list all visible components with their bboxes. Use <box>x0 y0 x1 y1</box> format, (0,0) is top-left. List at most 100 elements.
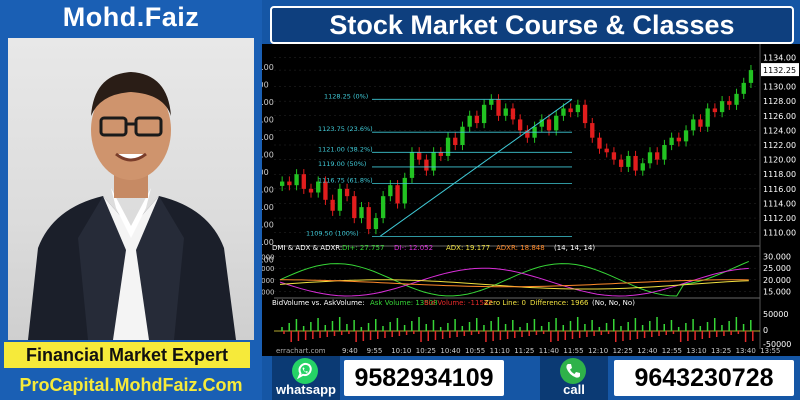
dmi-label: DMI & ADX & ADXR: <box>272 244 342 252</box>
candle-body <box>308 188 314 193</box>
candle-body <box>712 108 718 113</box>
presenter-name: Mohd.Faiz <box>62 2 200 32</box>
dmi-value: ADXR: 18.848 <box>496 244 545 252</box>
dmi-axis-label: 25.000 <box>763 264 791 273</box>
time-axis-label: 13:25 <box>711 347 731 355</box>
candle-body <box>352 196 357 219</box>
price-axis-label: 1134.00 <box>763 53 796 62</box>
course-title: Stock Market Course & Classes <box>329 10 735 40</box>
volume-value: Ask Volume: 13508 <box>370 299 438 307</box>
time-axis-label: 10:40 <box>440 347 460 355</box>
left-axis-label: 4.00 <box>262 221 274 230</box>
title-banner: Stock Market Course & Classes <box>270 6 794 44</box>
left-axis-label: 1.00 <box>262 256 274 265</box>
candle-body <box>590 123 595 138</box>
candle-body <box>402 177 407 204</box>
dmi-value: ADX: 19.177 <box>446 244 490 252</box>
candle-body <box>575 104 581 113</box>
candle-body <box>337 188 343 211</box>
whatsapp-number[interactable]: 9582934109 <box>344 360 504 396</box>
dmi-value: DI+: 27.757 <box>342 244 384 252</box>
candle-body <box>438 152 443 156</box>
candle-body <box>417 152 422 160</box>
time-axis-label: 13:40 <box>736 347 756 355</box>
candle-body <box>568 108 573 113</box>
dmi-series-line <box>280 279 749 288</box>
price-axis-label: 1114.00 <box>763 199 796 208</box>
candle-body <box>655 152 660 160</box>
candle-body <box>280 181 285 186</box>
fib-level-label: 1121.00 (38.2%) <box>318 145 373 153</box>
volume-label: BidVolume vs. AskVolume: <box>272 299 365 307</box>
price-axis-label: 1120.00 <box>763 156 796 165</box>
dmi-left-axis-label: 25.000 <box>262 265 275 273</box>
price-axis-label: 1130.00 <box>763 83 796 92</box>
candle-body <box>316 181 321 193</box>
candle-body <box>481 104 487 124</box>
time-axis-label: 12:55 <box>662 347 682 355</box>
left-axis-label: 2.00 <box>262 63 274 72</box>
volume-value: Difference: 1966 <box>530 299 589 307</box>
candle-body <box>640 163 645 171</box>
price-axis-label: 1116.00 <box>763 185 796 194</box>
candle-body <box>467 115 472 127</box>
chart-canvas: 1134.00 1132.25 1130.00 1128.00 1126.00 1124.… <box>262 44 800 356</box>
candle-body <box>294 174 299 186</box>
volume-axis-label: 50000 <box>763 310 788 319</box>
whatsapp-icon <box>292 358 318 384</box>
left-axis-label: .00 <box>262 168 269 177</box>
call-contact[interactable]: call <box>540 356 608 400</box>
time-axis-label: 12:40 <box>637 347 657 355</box>
dmi-axis-label: 15.000 <box>763 287 791 296</box>
time-axis-label: 11:25 <box>514 347 534 355</box>
candle-body <box>366 207 371 230</box>
call-number[interactable]: 9643230728 <box>614 360 794 396</box>
candle-body <box>395 185 400 204</box>
role-badge: Financial Market Expert <box>4 342 250 368</box>
dmi-left-axis-label: 30.000 <box>262 254 275 262</box>
candle-body <box>380 196 386 219</box>
profile-panel: Mohd.Faiz Financial Market Expert <box>0 0 262 400</box>
candle-body <box>330 199 335 211</box>
price-axis-label: 1122.00 <box>763 141 796 150</box>
dmi-left-axis-label: 20.000 <box>262 277 275 285</box>
dmi-left-axis-label: 15.000 <box>262 288 275 296</box>
candle-body <box>604 148 609 153</box>
candle-body <box>647 152 653 164</box>
fib-trend-line <box>379 98 573 237</box>
time-axis-label: 11:55 <box>563 347 583 355</box>
volume-axis-label: -50000 <box>763 340 791 349</box>
fib-level-label: 1116.75 (61.8%) <box>318 176 373 184</box>
candle-body <box>669 137 674 145</box>
website-link[interactable]: ProCapital.MohdFaiz.Com <box>19 375 243 395</box>
candle-body <box>510 108 516 120</box>
price-axis-label: 1126.00 <box>763 112 796 121</box>
time-axis-label: 13:10 <box>686 347 706 355</box>
time-axis-label: 10:10 <box>391 347 411 355</box>
candle-body <box>727 101 732 105</box>
dmi-axis-label: 20.000 <box>763 276 791 285</box>
chart-watermark: errachart.com <box>276 347 326 355</box>
fib-level-label: 1109.50 (100%) <box>306 229 359 237</box>
left-axis-label: 3.00 <box>262 116 274 125</box>
time-axis-label: 11:40 <box>539 347 559 355</box>
volume-value: (No, No, No) <box>592 299 635 307</box>
candle-body <box>633 155 638 171</box>
time-axis-label: 12:25 <box>613 347 633 355</box>
candle-body <box>662 145 667 160</box>
left-axis-label: 3.00 <box>262 203 274 212</box>
time-axis-label: 9:40 <box>342 347 358 355</box>
fib-level-label: 1123.75 (23.6%) <box>318 125 373 133</box>
left-axis-label: .00 <box>262 81 269 90</box>
chart-background <box>262 44 800 356</box>
price-axis-label: 1110.00 <box>763 229 796 238</box>
dmi-axis-label: 30.000 <box>763 253 791 262</box>
candle-body <box>460 126 465 145</box>
candle-body <box>474 115 480 124</box>
candle-body <box>287 181 292 186</box>
contact-bar: whatsapp 9582934109 call 9643230728 <box>262 356 800 400</box>
dmi-series-line <box>279 267 749 297</box>
volume-value: Zero Line: 0 <box>484 299 526 307</box>
whatsapp-contact[interactable]: whatsapp <box>272 356 340 400</box>
left-axis-label: 3.00 <box>262 98 274 107</box>
